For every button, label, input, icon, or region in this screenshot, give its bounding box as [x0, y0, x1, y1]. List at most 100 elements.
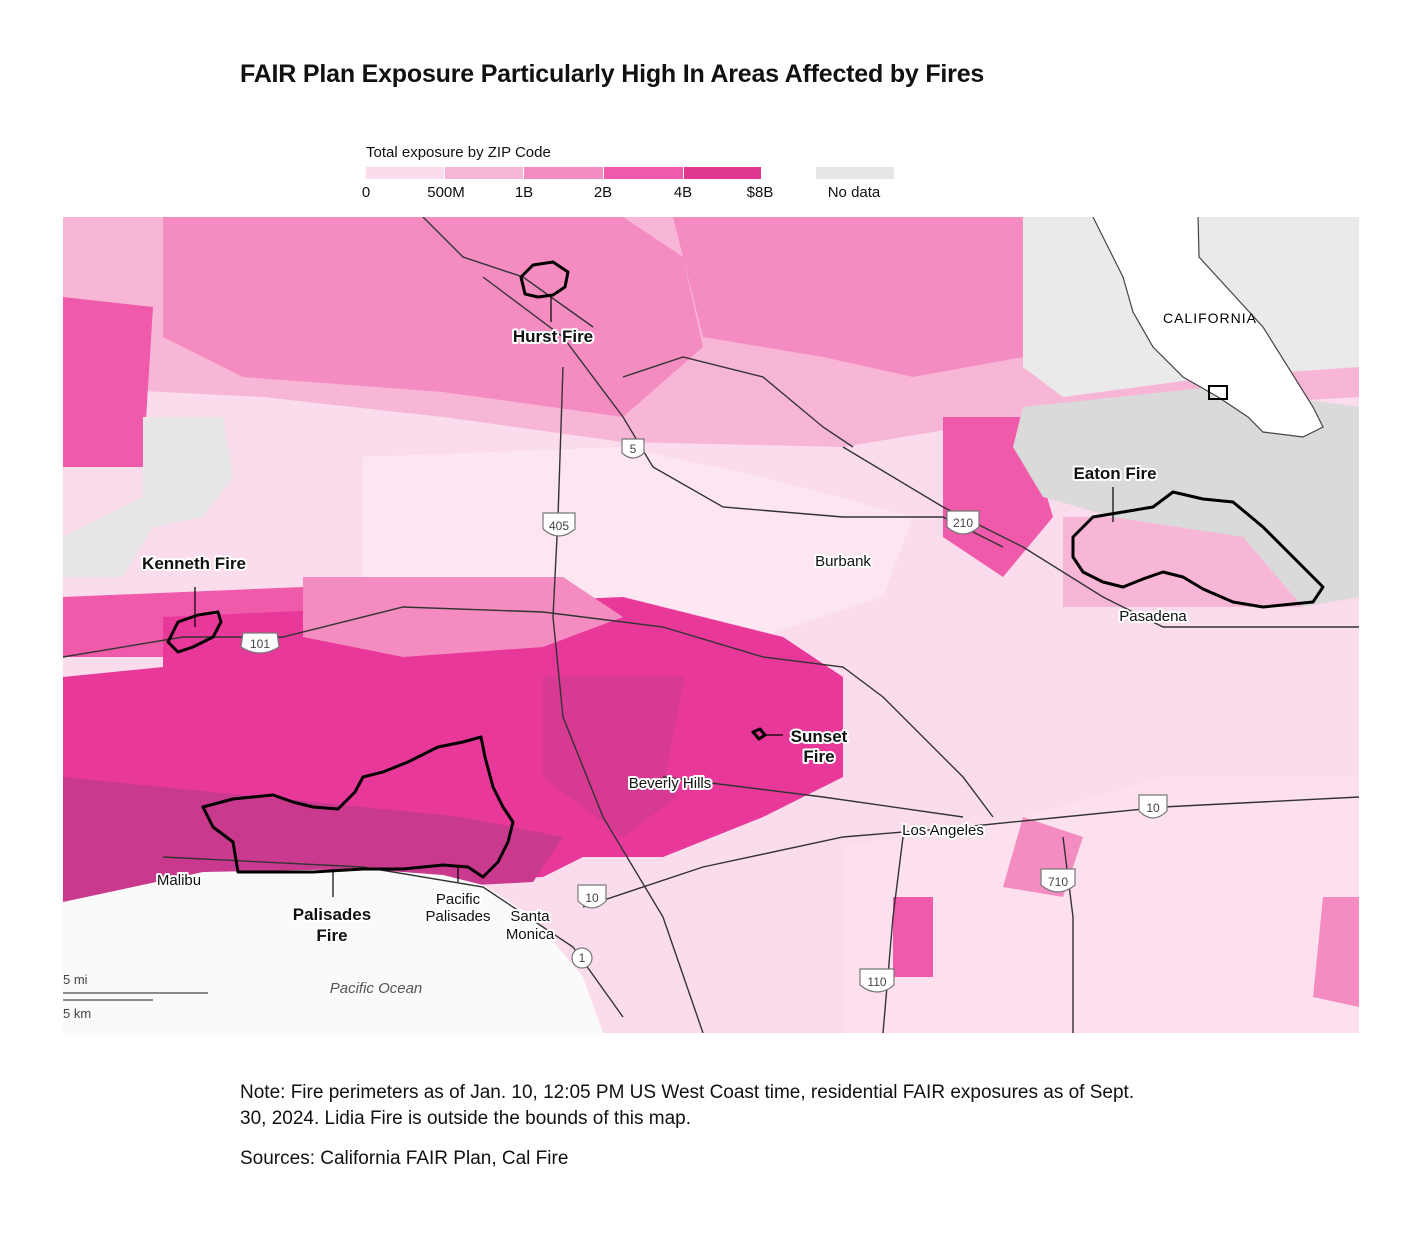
shield-i110: 110 — [859, 968, 895, 993]
inset-locator-box — [1208, 385, 1228, 400]
zip-region-altadena — [1063, 517, 1303, 607]
interstate-shield-710 — [1040, 868, 1076, 893]
legend-swatch-3 — [604, 167, 683, 179]
los-angeles-label: Los Angeles — [902, 822, 984, 839]
palisades-fire-label-line2: Fire — [316, 926, 347, 945]
shield-us101: 101 — [240, 632, 280, 654]
leader-lines — [194, 297, 1114, 897]
beverly-hills-label: Beverly Hills — [629, 775, 712, 792]
shield-label-101: 101 — [250, 637, 270, 651]
legend-title: Total exposure by ZIP Code — [366, 144, 551, 161]
fire-perimeter-eaton — [1071, 490, 1325, 609]
legend-tick-0: 0 — [361, 184, 371, 201]
interstate-shield-210 — [946, 510, 980, 535]
shield-label-10-west: 10 — [585, 891, 599, 905]
fire-perimeter-kenneth — [166, 610, 223, 654]
shield-label-110: 110 — [867, 975, 886, 989]
fire-perimeters — [166, 260, 1325, 879]
shield-i10-west: 10 — [577, 884, 607, 909]
scale-bar: 5 mi 5 km — [63, 972, 208, 1021]
shield-label-1: 1 — [579, 951, 586, 965]
road-i110 — [882, 836, 904, 1033]
santa-monica-label-line1: Santa — [510, 908, 550, 925]
zip-regions — [63, 217, 1359, 1033]
road-ca1 — [162, 856, 624, 1018]
legend-swatch-nodata — [816, 167, 894, 179]
interstate-shield-405 — [542, 512, 576, 537]
zip-region-far-northwest — [63, 297, 153, 467]
road-wilshire — [662, 776, 964, 818]
zip-region-south-central — [893, 897, 933, 977]
legend-no-data-label: No data — [827, 184, 881, 201]
hurst-fire-label: Hurst Fire — [513, 327, 593, 346]
pacific-palisades-label-line1: Pacific — [436, 891, 481, 908]
road-i710 — [1062, 836, 1074, 1033]
sunset-fire-label-line2: Fire — [803, 747, 834, 766]
zip-region-northeast — [673, 217, 1023, 377]
eaton-fire-label: Eaton Fire — [1073, 464, 1156, 483]
kenneth-fire-label: Kenneth Fire — [142, 554, 246, 573]
santa-monica-label-line2: Monica — [506, 926, 555, 943]
legend-tick-4b: 4B — [673, 184, 693, 201]
legend-tick-8b: $8B — [746, 184, 774, 201]
fire-perimeter-hurst — [519, 260, 570, 299]
shield-label-210: 210 — [953, 516, 973, 530]
zip-region-bel-air — [543, 677, 703, 837]
california-outline — [1092, 217, 1324, 438]
no-data-west-hills — [63, 417, 233, 577]
shield-ca1: 1 — [571, 947, 593, 969]
chart-title: FAIR Plan Exposure Particularly High In … — [240, 60, 985, 88]
burbank-label: Burbank — [815, 553, 871, 570]
legend-tick-1b: 1B — [514, 184, 534, 201]
shield-label-710: 710 — [1048, 875, 1068, 889]
place-labels: Burbank Pasadena Beverly Hills Los Angel… — [155, 551, 1190, 997]
legend-swatch-4 — [684, 167, 761, 179]
shield-i710: 710 — [1040, 868, 1076, 893]
road-northeast — [622, 356, 854, 448]
interstate-shield-10-east — [1138, 794, 1168, 819]
road-i210 — [842, 446, 1359, 628]
pacific-ocean — [63, 869, 603, 1033]
fire-perimeter-palisades — [201, 735, 515, 879]
palisades-fire-label-line1: Palisades — [293, 905, 371, 924]
fire-labels: Hurst Fire Kenneth Fire Eaton Fire Sunse… — [140, 325, 1159, 947]
road-north-1 — [422, 217, 594, 328]
zip-region-hollywood-hills — [663, 687, 843, 817]
sunset-fire-label-line1: Sunset — [791, 727, 848, 746]
shield-label-5: 5 — [630, 442, 637, 456]
us-shield-101 — [240, 632, 280, 654]
california-inset: CALIFORNIA — [1092, 217, 1324, 438]
interstate-shield-10-west — [577, 884, 607, 909]
zip-region-malibu-dark — [63, 777, 563, 907]
malibu-label: Malibu — [157, 872, 201, 889]
note: Note: Fire perimeters as of Jan. 10, 12:… — [240, 1082, 1135, 1129]
zip-region-south-la — [843, 777, 1359, 1033]
shield-i405: 405 — [542, 512, 576, 537]
zip-region-north-dark — [163, 217, 703, 417]
legend-swatch-2 — [524, 167, 603, 179]
shield-label-405: 405 — [549, 519, 569, 533]
scale-km-label: 5 km — [63, 1006, 91, 1021]
pasadena-label: Pasadena — [1119, 608, 1187, 625]
shield-i210: 210 — [946, 510, 980, 535]
zip-region-sherman-oaks — [303, 577, 623, 657]
legend-swatch-0 — [366, 167, 444, 179]
interstate-shield-5 — [621, 438, 645, 459]
pacific-ocean-label: Pacific Ocean — [330, 980, 423, 997]
legend: Total exposure by ZIP Code 0 500M 1B 2B … — [362, 144, 906, 204]
scale-miles-label: 5 mi — [63, 972, 88, 987]
state-route-shield-1 — [571, 947, 593, 969]
california-label: CALIFORNIA — [1163, 310, 1257, 326]
legend-tick-2b: 2B — [593, 184, 613, 201]
sources: Sources: California FAIR Plan, Cal Fire — [240, 1148, 569, 1169]
no-data-angeles-forest — [1013, 387, 1359, 607]
shield-i10-east: 10 — [1138, 794, 1168, 819]
legend-swatch-1 — [445, 167, 523, 179]
pacific-palisades-label-line2: Palisades — [425, 908, 490, 925]
shield-label-10-east: 10 — [1146, 801, 1160, 815]
legend-tick-500m: 500M — [427, 184, 465, 201]
map[interactable]: 5 405 210 101 10 10 710 110 1 CALIFORNIA… — [63, 217, 1359, 1033]
interstate-shield-110 — [859, 968, 895, 993]
shield-i5: 5 — [621, 438, 645, 459]
zip-region-southeast-hills — [1313, 897, 1359, 1007]
